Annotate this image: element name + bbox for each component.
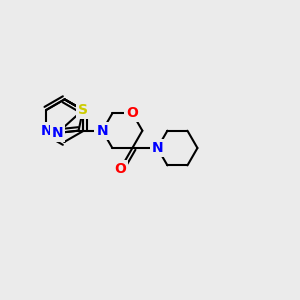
Text: N: N [40, 124, 52, 138]
Text: N: N [52, 126, 63, 140]
Text: N: N [152, 141, 163, 155]
Text: N: N [97, 124, 108, 138]
Text: O: O [114, 162, 126, 176]
Text: O: O [126, 106, 138, 120]
Text: S: S [78, 103, 88, 117]
